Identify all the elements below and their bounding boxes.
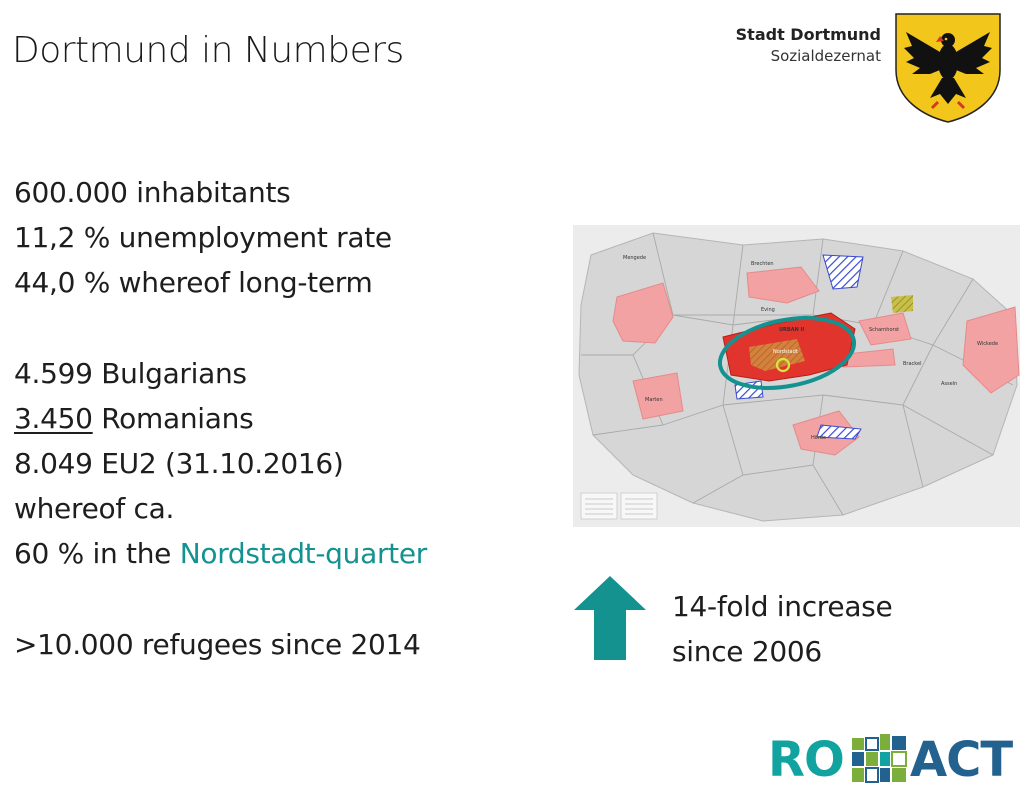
map-label-brackel: Brackel	[903, 361, 921, 367]
stat-whereof: whereof ca.	[14, 492, 175, 525]
city-name: Stadt Dortmund	[735, 25, 881, 44]
map-label-marten: Marten	[645, 397, 663, 403]
logo-act-text: ACT	[910, 732, 1013, 788]
up-arrow-icon	[574, 576, 646, 660]
department-name: Sozialdezernat	[770, 47, 881, 65]
stat-refugees: >10.000 refugees since 2014	[14, 628, 421, 661]
logo-ro-text: RO	[768, 732, 845, 788]
stat-eu2: 8.049 EU2 (31.10.2016)	[14, 447, 344, 480]
increase-line-1: 14-fold increase	[672, 590, 893, 623]
increase-line-2: since 2006	[672, 635, 822, 668]
stat-romanians: 3.450 Romanians	[14, 396, 427, 441]
map-label-nordstadt: Nordstadt	[773, 349, 798, 355]
logo-mosaic-icon	[852, 734, 907, 783]
romanians-number: 3.450	[14, 402, 93, 435]
increase-note: 14-fold increase since 2006	[672, 584, 893, 674]
romanians-label: Romanians	[92, 402, 254, 435]
eagle-coat-of-arms-icon	[895, 13, 1001, 123]
stat-nordstadt: 60 % in the Nordstadt-quarter	[14, 531, 427, 576]
nordstadt-prefix: 60 % in the	[14, 537, 180, 570]
map-label-hoerde: Hörde	[811, 435, 826, 441]
page-title: Dortmund in Numbers	[12, 30, 404, 71]
stat-unemployment: 11,2 % unemployment rate	[14, 221, 392, 254]
dortmund-district-map: Mengede Brechten Eving URBAN II Nordstad…	[573, 225, 1020, 527]
stat-inhabitants: 600.000 inhabitants	[14, 176, 291, 209]
map-label-wickede: Wickede	[977, 341, 998, 347]
nordstadt-quarter-label: Nordstadt-quarter	[179, 537, 428, 570]
romact-logo: RO ACT	[768, 732, 1014, 792]
stat-longterm: 44,0 % whereof long-term	[14, 266, 373, 299]
map-label-eving: Eving	[761, 307, 775, 313]
map-label-scharnhorst: Scharnhorst	[869, 327, 899, 333]
stat-bulgarians: 4.599 Bulgarians	[14, 357, 247, 390]
map-label-brechten: Brechten	[751, 261, 774, 267]
map-label-asseln: Asseln	[941, 381, 957, 387]
statistics-block: 600.000 inhabitants 11,2 % unemployment …	[14, 170, 427, 667]
map-label-mengede: Mengede	[623, 255, 646, 261]
map-label-urban: URBAN II	[779, 327, 804, 333]
org-name: Stadt Dortmund Sozialdezernat	[736, 24, 881, 66]
